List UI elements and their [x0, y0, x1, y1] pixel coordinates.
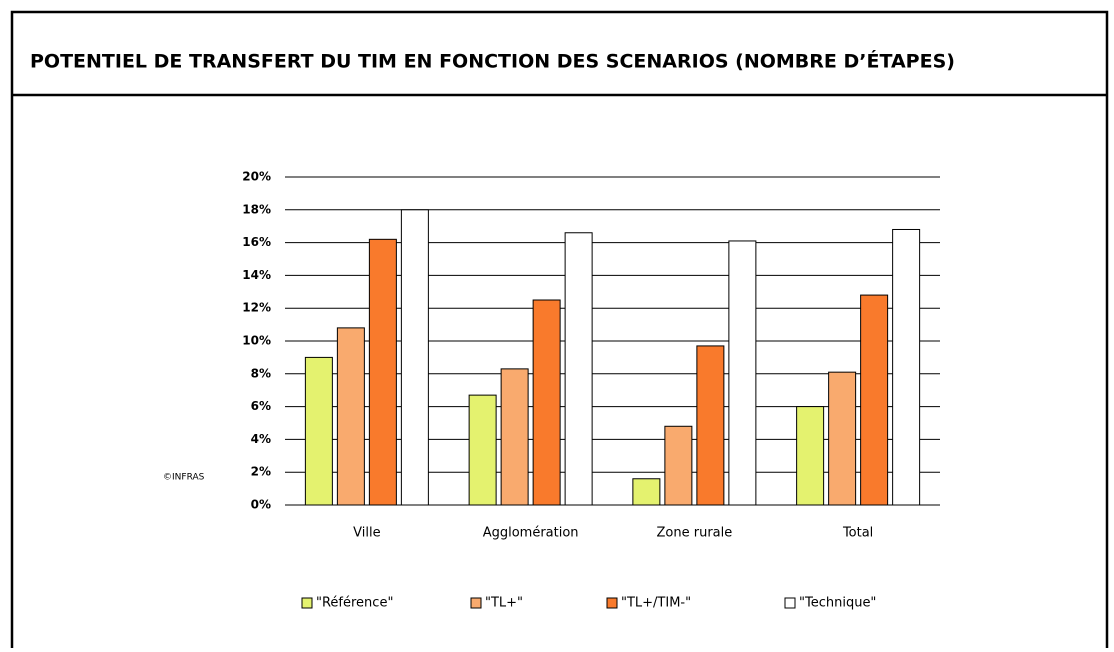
- bar: [796, 406, 825, 506]
- bar: [696, 345, 725, 506]
- bar: [500, 368, 529, 506]
- legend-label: "TL+/TIM-": [621, 596, 691, 611]
- bar: [532, 299, 561, 506]
- y-tick-label: 8%: [251, 366, 271, 380]
- bar: [336, 327, 365, 506]
- bar: [468, 394, 497, 506]
- x-tick-label: Total: [842, 526, 873, 541]
- bar: [860, 294, 889, 506]
- x-tick-label: Ville: [353, 526, 380, 541]
- y-tick-label: 14%: [242, 268, 271, 282]
- y-tick-label: 10%: [242, 334, 271, 348]
- legend-swatch: [301, 597, 313, 609]
- y-tick-label: 12%: [242, 301, 271, 315]
- legend-label: "Référence": [316, 596, 393, 611]
- x-tick-label: Agglomération: [483, 526, 579, 541]
- x-tick-label: Zone rurale: [657, 526, 733, 541]
- bar: [664, 425, 693, 506]
- legend-swatch: [470, 597, 482, 609]
- bar: [564, 232, 593, 506]
- bar: [728, 240, 757, 506]
- y-tick-label: 0%: [251, 498, 271, 512]
- bar: [892, 228, 921, 506]
- y-tick-label: 6%: [251, 399, 271, 413]
- legend-label: "Technique": [799, 596, 876, 611]
- y-tick-label: 20%: [242, 170, 271, 184]
- y-tick-label: 16%: [242, 235, 271, 249]
- legend-label: "TL+": [485, 596, 523, 611]
- frame: [10, 10, 1109, 648]
- bar: [828, 371, 857, 506]
- chart-title: POTENTIEL DE TRANSFERT DU TIM EN FONCTIO…: [30, 50, 955, 73]
- bar: [368, 238, 397, 506]
- annotation: ©INFRAS: [163, 473, 205, 483]
- bar: [304, 356, 333, 506]
- bar: [400, 209, 429, 506]
- legend-swatch: [606, 597, 618, 609]
- y-tick-label: 4%: [251, 432, 271, 446]
- bar: [632, 478, 661, 506]
- legend-swatch: [784, 597, 796, 609]
- y-tick-label: 18%: [242, 202, 271, 216]
- y-tick-label: 2%: [251, 465, 271, 479]
